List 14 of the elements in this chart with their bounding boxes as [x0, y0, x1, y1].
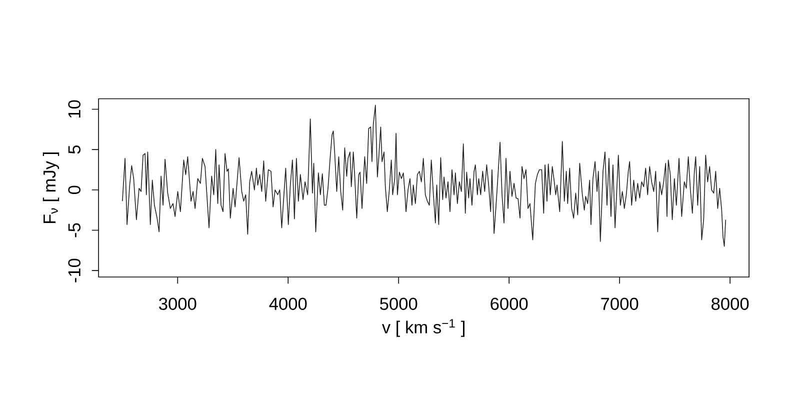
x-tick-label: 3000 — [159, 298, 196, 310]
x-tick-label: 6000 — [490, 298, 528, 310]
y-tick-label: -10 — [68, 258, 80, 282]
y-tick-label: 10 — [68, 100, 80, 118]
x-tick-label: 4000 — [269, 298, 307, 310]
x-tick-label: 5000 — [380, 298, 418, 310]
line-series — [122, 104, 726, 247]
x-tick-label: 8000 — [712, 298, 749, 310]
y-axis-title: F$_{ν}$ [ mJy ] — [42, 152, 60, 224]
y-tick-label: 5 — [68, 145, 80, 154]
x-axis-title: v [ km s$^{−1}$ ] — [382, 319, 464, 337]
y-tick-label: 0 — [68, 186, 80, 194]
y-tick-label: -5 — [68, 223, 80, 238]
x-tick-label: 7000 — [601, 298, 638, 310]
